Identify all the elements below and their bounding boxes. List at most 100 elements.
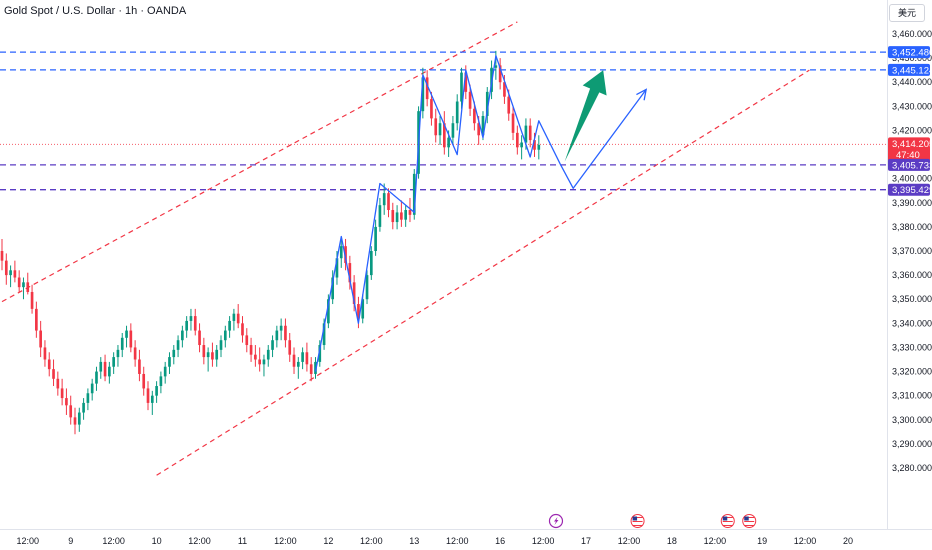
candle-body <box>52 369 55 379</box>
candle-body <box>339 246 343 259</box>
chart-title: Gold Spot / U.S. Dollar · 1h · OANDA <box>4 5 187 17</box>
candle-body <box>108 366 111 377</box>
candle-body <box>60 388 64 399</box>
candle-body <box>451 123 455 138</box>
candle-body <box>369 251 373 276</box>
candle-body <box>228 320 231 331</box>
zigzag-path[interactable] <box>314 55 647 372</box>
candle-body <box>468 91 472 109</box>
channel-line-lower[interactable] <box>156 69 810 476</box>
flag-stripe <box>722 517 733 518</box>
candle-body <box>69 405 73 418</box>
candle-body <box>292 354 296 367</box>
price-tag-label: 3,395.429 <box>892 185 932 196</box>
x-tick-label: 16 <box>495 536 505 546</box>
projection-arrow[interactable] <box>564 70 607 162</box>
candle-body <box>215 349 219 360</box>
candle-body <box>374 226 377 251</box>
candle-body <box>193 316 197 331</box>
candle-body <box>421 77 425 112</box>
price-tag-label: 3,414.205 <box>892 139 932 150</box>
countdown-label: 47:40 <box>896 150 920 161</box>
x-tick-label: 20 <box>843 536 853 546</box>
candle-body <box>206 352 210 358</box>
candle-body <box>322 323 326 346</box>
x-tick-label: 12:00 <box>794 536 817 546</box>
y-tick-label: 3,320.000 <box>892 367 932 377</box>
candle-body <box>442 123 446 148</box>
candle-body <box>189 316 193 321</box>
candle-body <box>498 65 502 83</box>
flag-stripe <box>632 525 643 526</box>
candle-body <box>129 330 133 348</box>
candle-body <box>155 386 158 396</box>
candle-body <box>254 354 257 360</box>
candle-body <box>185 320 188 331</box>
price-tag-bg <box>888 63 930 76</box>
y-tick-label: 3,310.000 <box>892 391 932 401</box>
candle-body <box>503 82 506 97</box>
candle-body <box>537 144 541 150</box>
candle-body <box>249 345 253 355</box>
x-tick-label: 12:00 <box>618 536 641 546</box>
y-tick-label: 3,460.000 <box>892 29 932 39</box>
candle-body <box>241 323 244 336</box>
candle-body <box>120 337 124 350</box>
x-tick-label: 12:00 <box>446 536 469 546</box>
flag-stripe <box>744 519 755 520</box>
price-tag-bg <box>888 158 930 171</box>
candle-body <box>159 376 163 387</box>
candle-body <box>150 395 154 403</box>
lightning-glyph <box>553 517 559 525</box>
flag-stripe <box>744 523 755 524</box>
candle-body <box>146 388 150 403</box>
candle-body <box>116 349 120 358</box>
candle-body <box>65 398 68 406</box>
candle-body <box>236 313 240 324</box>
candle-body <box>494 65 498 68</box>
candle-body <box>90 383 94 394</box>
candle-body <box>318 345 322 362</box>
candle-body <box>47 359 51 370</box>
candle-body <box>335 258 339 278</box>
candle-body <box>133 347 137 360</box>
candle-body <box>181 330 184 341</box>
flag-stripe <box>632 523 643 524</box>
candle-body <box>262 359 266 365</box>
candle-body <box>211 352 214 360</box>
candle-body <box>305 352 309 365</box>
y-tick-label: 3,350.000 <box>892 294 932 304</box>
candle-body <box>86 393 90 403</box>
candle-body <box>485 91 489 116</box>
candle-body <box>404 210 408 220</box>
candle-body <box>460 72 463 102</box>
zigzag-arrowhead <box>636 88 648 101</box>
flag-stripe <box>632 519 643 520</box>
candle-body <box>258 359 261 365</box>
flag-stripe <box>722 519 733 520</box>
y-tick-label: 3,340.000 <box>892 318 932 328</box>
candle-body <box>520 142 523 148</box>
candle-body <box>387 193 390 211</box>
flag-stripe <box>722 523 733 524</box>
candle-body <box>112 357 115 367</box>
x-tick-label: 12 <box>323 536 333 546</box>
candle-body <box>284 325 287 341</box>
flag-canton <box>722 516 728 521</box>
currency-button[interactable]: 美元 <box>889 4 925 22</box>
candle-body <box>172 349 176 358</box>
channel-line-upper[interactable] <box>1 21 518 303</box>
x-tick-label: 12:00 <box>188 536 211 546</box>
candle-body <box>198 330 201 346</box>
price-tag-bg <box>888 46 930 59</box>
x-tick-label: 12:00 <box>532 536 555 546</box>
candle-body <box>26 282 30 292</box>
candle-body <box>103 361 107 377</box>
candle-body <box>176 340 180 350</box>
candle-body <box>77 412 81 425</box>
candle-body <box>524 125 528 143</box>
price-tag-label: 3,445.124 <box>892 65 932 76</box>
candle-body <box>266 349 270 360</box>
